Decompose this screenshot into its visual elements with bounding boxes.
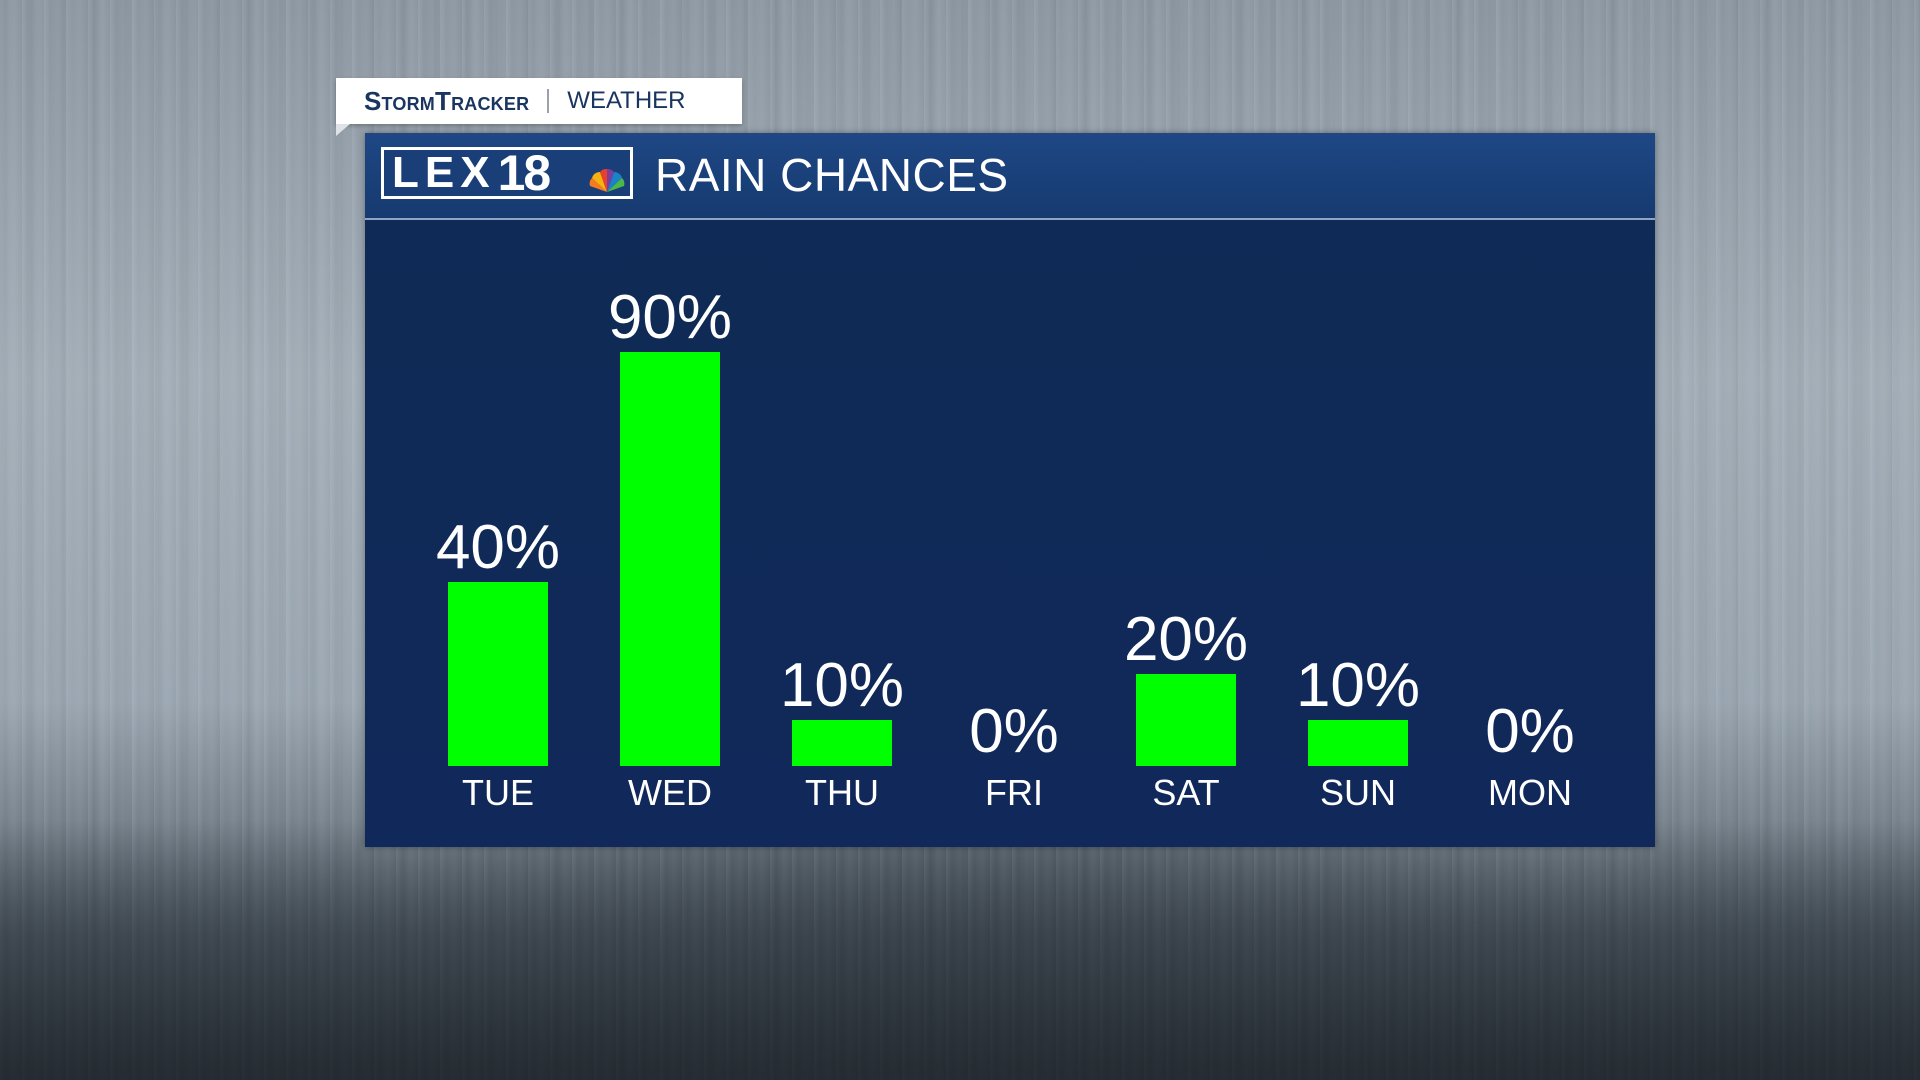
tag-brand: StormTracker: [364, 85, 530, 116]
category-label-tue: TUE: [462, 772, 534, 813]
category-label-fri: FRI: [985, 772, 1043, 813]
bar-tue: [448, 582, 548, 766]
panel-header: LEX 18 RAIN CHANCES: [365, 133, 1655, 220]
station-logo: LEX 18: [381, 147, 633, 199]
ground-splash: [0, 820, 1920, 1080]
tag-section: WEATHER: [567, 87, 686, 114]
peacock-icon: [589, 168, 625, 192]
category-label-sun: SUN: [1320, 772, 1396, 813]
value-label-thu: 10%: [780, 651, 904, 720]
value-label-mon: 0%: [1485, 697, 1575, 766]
logo-number: 18: [497, 145, 552, 201]
bar-sat: [1136, 674, 1236, 766]
rain-chance-chart: 40% TUE 90% WED 10% THU 0% FRI 20% SAT 10% SUN 0% MON: [436, 283, 1575, 813]
category-label-sat: SAT: [1152, 772, 1219, 813]
value-label-fri: 0%: [969, 697, 1059, 766]
rain-chances-panel: LEX 18 RAIN CHANCES 40% TUE 90% WED 10% THU 0%…: [365, 133, 1655, 847]
value-label-wed: 90%: [608, 283, 732, 352]
category-label-wed: WED: [628, 772, 712, 813]
category-label-thu: THU: [805, 772, 879, 813]
tag-divider: [547, 89, 550, 113]
value-label-sat: 20%: [1124, 605, 1248, 674]
bar-wed: [620, 352, 720, 766]
bar-thu: [792, 720, 892, 766]
value-label-sun: 10%: [1296, 651, 1420, 720]
panel-title: RAIN CHANCES: [655, 149, 1009, 201]
value-label-tue: 40%: [436, 513, 560, 582]
logo-text: LEX: [392, 148, 496, 197]
stormtracker-tag: StormTracker WEATHER: [336, 78, 742, 136]
bar-sun: [1308, 720, 1408, 766]
category-label-mon: MON: [1488, 772, 1572, 813]
